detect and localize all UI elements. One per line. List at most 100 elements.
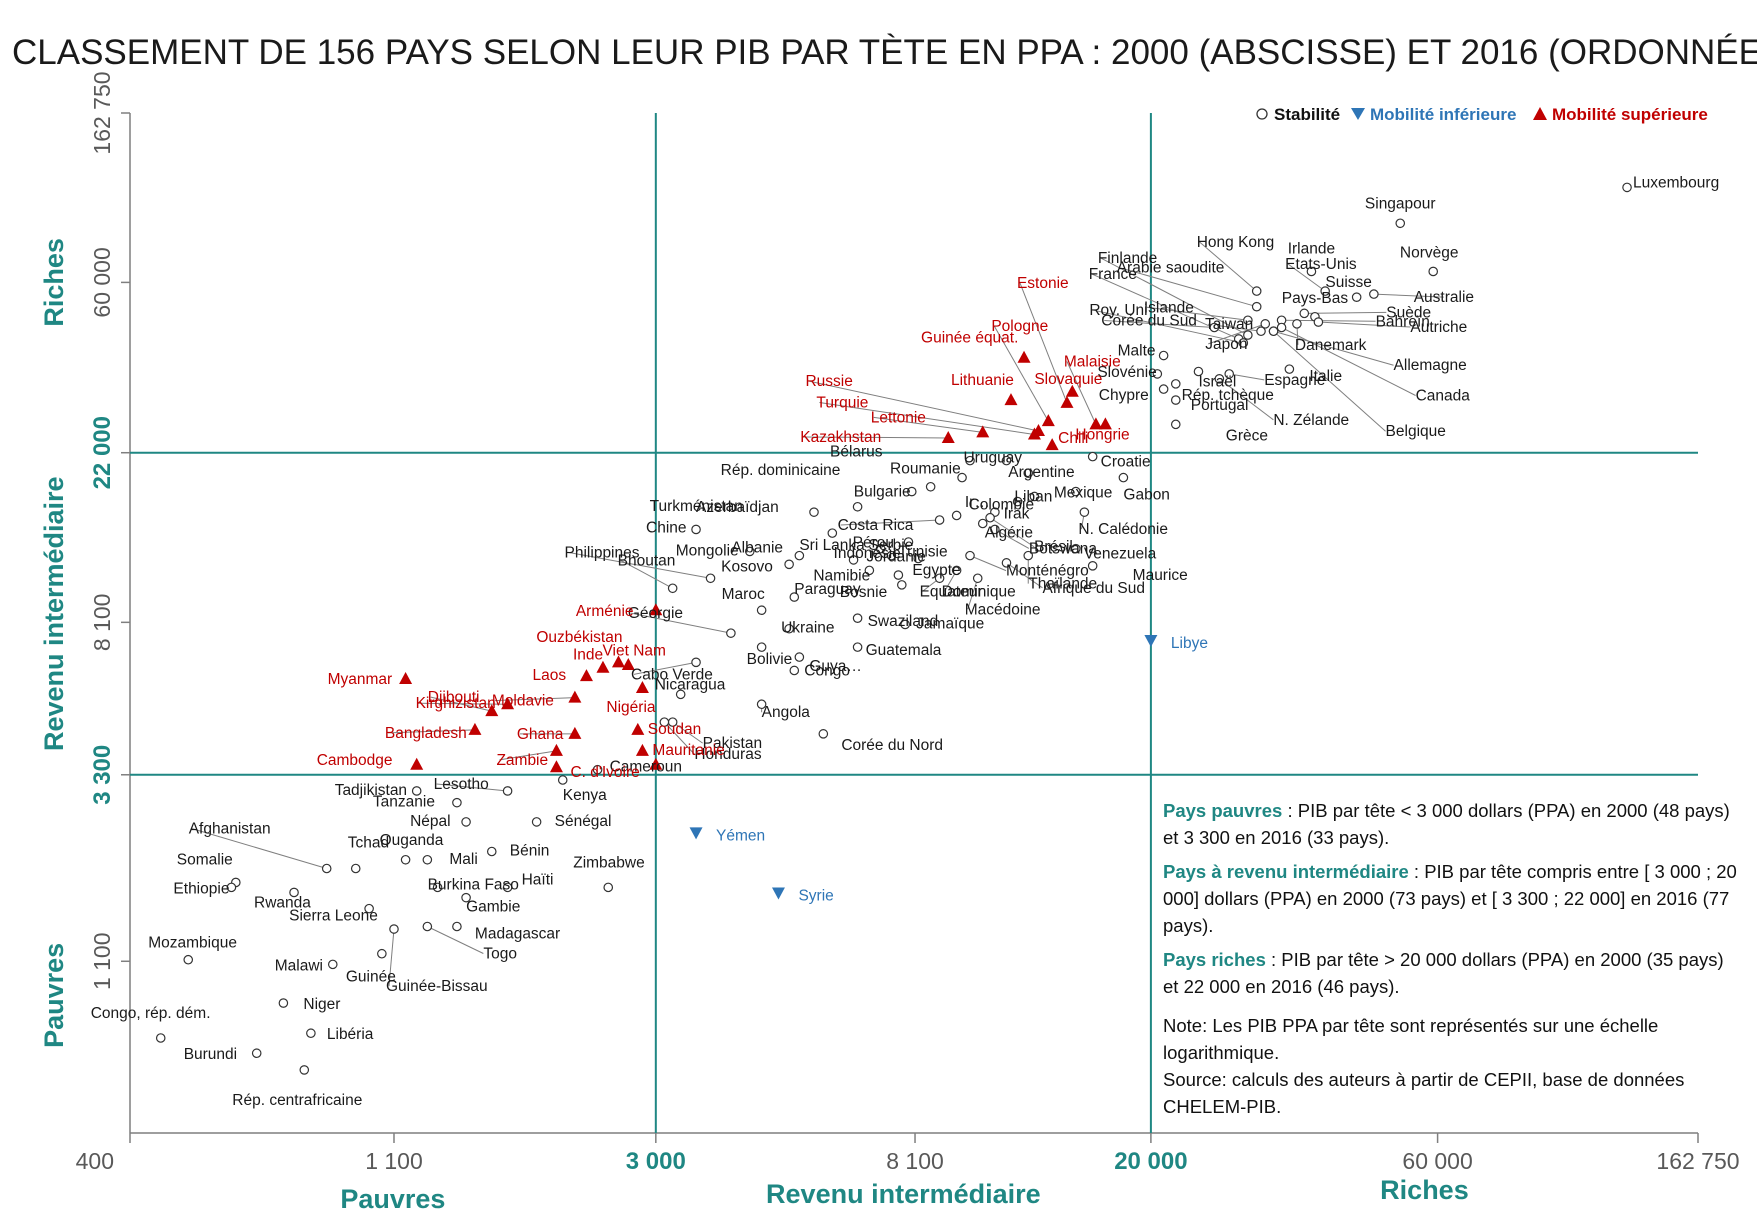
point-sri-lanka [827, 528, 838, 538]
label-belgique: Belgique [1386, 423, 1446, 440]
note-rich-text: : PIB par tête > 20 000 dollars (PPA) en… [1163, 949, 1724, 997]
point-bolivie [756, 642, 767, 652]
label-albanie: Albanie [731, 540, 783, 557]
point-zambie [549, 743, 563, 756]
point-lesotho [502, 786, 513, 796]
label-roy-uni: Roy. Uni [1089, 302, 1147, 319]
point-tchad [350, 863, 361, 874]
point-chili [1045, 438, 1059, 451]
label-n-zelande: N. Zélande [1273, 412, 1349, 429]
label-pakistan: Pakistan [703, 735, 762, 752]
label-guinee: Guinée [346, 969, 396, 986]
label-leader-lines [191, 241, 1444, 987]
label-kenya: Kenya [563, 787, 607, 804]
label-croatie: Croatie [1101, 454, 1151, 471]
point-cameroun [592, 764, 603, 775]
legend-label-mobilite-inferieure: Mobilité inférieure [1370, 105, 1516, 124]
point-colombie [951, 510, 962, 521]
point-albanie [794, 550, 805, 561]
label-israel: Israël [1198, 373, 1236, 390]
point-botswana [990, 524, 1000, 535]
leader-philippines [567, 551, 711, 579]
point-singapour [1395, 218, 1406, 229]
point-afghanistan [321, 863, 332, 874]
label-chine: Chine [646, 519, 687, 536]
label-chypre: Chypre [1099, 387, 1149, 404]
point-mali [422, 854, 433, 865]
label-algerie: Algérie [985, 524, 1033, 541]
label-sierra-leone: Sierra Leone [289, 908, 378, 925]
point-syrie [771, 887, 785, 900]
leader-lesotho [436, 783, 508, 792]
label-colombie: Colombie [969, 496, 1034, 513]
leader-estonie [1019, 282, 1068, 404]
label-russie: Russie [805, 373, 852, 390]
point-kosovo [784, 559, 794, 570]
point-ouzbekistan [621, 658, 635, 671]
leader-russie [808, 380, 1039, 432]
point-togo [422, 921, 433, 932]
label-guya: Guya… [809, 658, 862, 675]
label-bresil: Brésil [1034, 539, 1073, 556]
point-gabon [1118, 472, 1129, 483]
leader-n-zelande [1219, 378, 1274, 421]
note-poor-head: Pays pauvres [1163, 800, 1283, 821]
label-perou: Pérou [853, 535, 894, 552]
label-viet-nam: Viet Nam [602, 642, 665, 659]
leader-autriche [1318, 321, 1411, 328]
label-cambodge: Cambodge [317, 752, 393, 769]
point-estonie [1060, 395, 1074, 408]
legend: Stabilité Mobilité inférieure Mobilité sup… [1256, 105, 1708, 124]
point-haiti [502, 882, 513, 893]
label-ouganda: Ouganda [380, 832, 444, 849]
note-poor-text: : PIB par tête < 3 000 dollars (PPA) en … [1163, 800, 1730, 848]
point-coree-du-nord [818, 729, 829, 739]
point-rep-centrafricaine [299, 1065, 310, 1075]
label-senegal: Sénégal [555, 813, 612, 830]
label-malawi: Malawi [275, 957, 323, 974]
point-bresil [985, 512, 995, 523]
y-tick-label: 60 000 [89, 247, 115, 317]
point-liberia [306, 1028, 316, 1039]
label-n-caledonie: N. Calédonie [1078, 521, 1168, 538]
point-guatemala [852, 642, 863, 652]
label-venezuela: Venezuela [1084, 546, 1157, 563]
leader-lettonie [873, 416, 983, 433]
point-mozambique [183, 954, 194, 965]
point-liban [1029, 491, 1040, 502]
leader-allemagne [1273, 330, 1394, 366]
label-afghanistan: Afghanistan [189, 820, 271, 837]
point-maurice [1087, 561, 1098, 571]
label-equateur: Equateur [920, 583, 983, 600]
label-honduras: Honduras [694, 746, 761, 763]
point-angola [756, 699, 767, 710]
point-indonesie [848, 555, 859, 565]
point-roumanie [957, 472, 967, 483]
label-dominique: Dominique [942, 583, 1016, 600]
note-mid: Pays à revenu intermédiaire : PIB par tê… [1163, 858, 1743, 939]
point-italie [1284, 364, 1295, 374]
leader-guinee-bissau [388, 928, 395, 987]
point-guinee [377, 948, 387, 959]
leader-montenegro [969, 555, 1007, 572]
label-cabo-verde: Cabo Verde [631, 666, 713, 683]
label-france: France [1089, 266, 1137, 283]
point-tanzanie [452, 797, 462, 808]
point-lithuanie [1004, 393, 1018, 406]
leader-bhoutan [620, 559, 673, 589]
label-costa-rica: Costa Rica [838, 517, 914, 534]
leader-kazakhstan [803, 436, 949, 439]
label-mongolie: Mongolie [676, 542, 739, 559]
y-tick-label: 8 100 [89, 594, 115, 652]
point-taiwan [1256, 326, 1266, 337]
leader-coree-du-sud [1104, 320, 1215, 329]
x-tick-label: 1 100 [365, 1148, 423, 1174]
note-scale: Note: Les PIB PPA par tête sont représen… [1163, 1015, 1659, 1063]
point-labels: Luxembourg Singapour Irlande Norvège Suisse A… [91, 174, 1719, 1109]
label-jamaique: Jamaïque [916, 615, 984, 632]
point-paraguay [789, 592, 800, 602]
point-cameroun-up [649, 757, 663, 770]
label-malte: Malte [1118, 343, 1156, 360]
point-zimbabwe [603, 882, 614, 893]
label-ukraine: Ukraine [781, 620, 834, 637]
